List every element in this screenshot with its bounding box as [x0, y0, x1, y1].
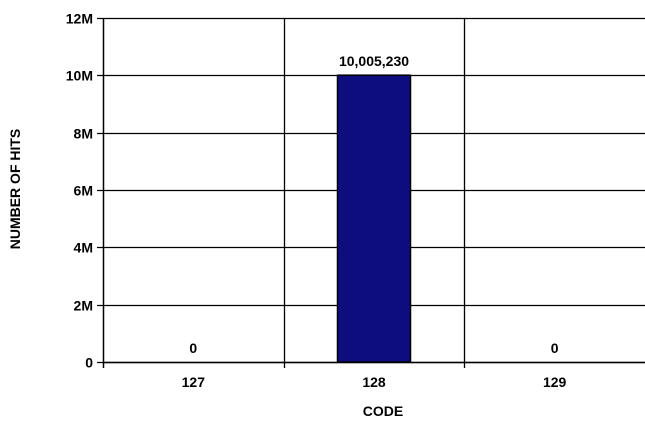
y-tick-labels: 0 2M 4M 6M 8M 10M 12M	[66, 11, 93, 371]
data-label: 10,005,230	[339, 53, 409, 69]
y-tick-label: 12M	[66, 11, 93, 27]
data-label: 0	[551, 340, 559, 356]
data-labels: 0 10,005,230 0	[189, 53, 558, 356]
x-axis-title: CODE	[363, 403, 403, 419]
y-tick-label: 4M	[74, 240, 93, 256]
y-axis-title: NUMBER OF HITS	[7, 129, 23, 250]
plot-frame	[102, 18, 645, 368]
x-tick-labels: 127 128 129	[182, 374, 567, 390]
y-tick-label: 2M	[74, 298, 93, 314]
x-tick-label: 129	[543, 374, 567, 390]
data-label: 0	[189, 340, 197, 356]
category-dividers	[283, 18, 466, 368]
bar	[336, 74, 412, 363]
y-tick-label: 0	[85, 355, 93, 371]
y-tick-label: 6M	[74, 183, 93, 199]
x-tick-label: 128	[362, 374, 386, 390]
x-tick-label: 127	[182, 374, 206, 390]
y-tick-label: 10M	[66, 68, 93, 84]
bars	[336, 74, 412, 363]
y-tick-label: 8M	[74, 126, 93, 142]
